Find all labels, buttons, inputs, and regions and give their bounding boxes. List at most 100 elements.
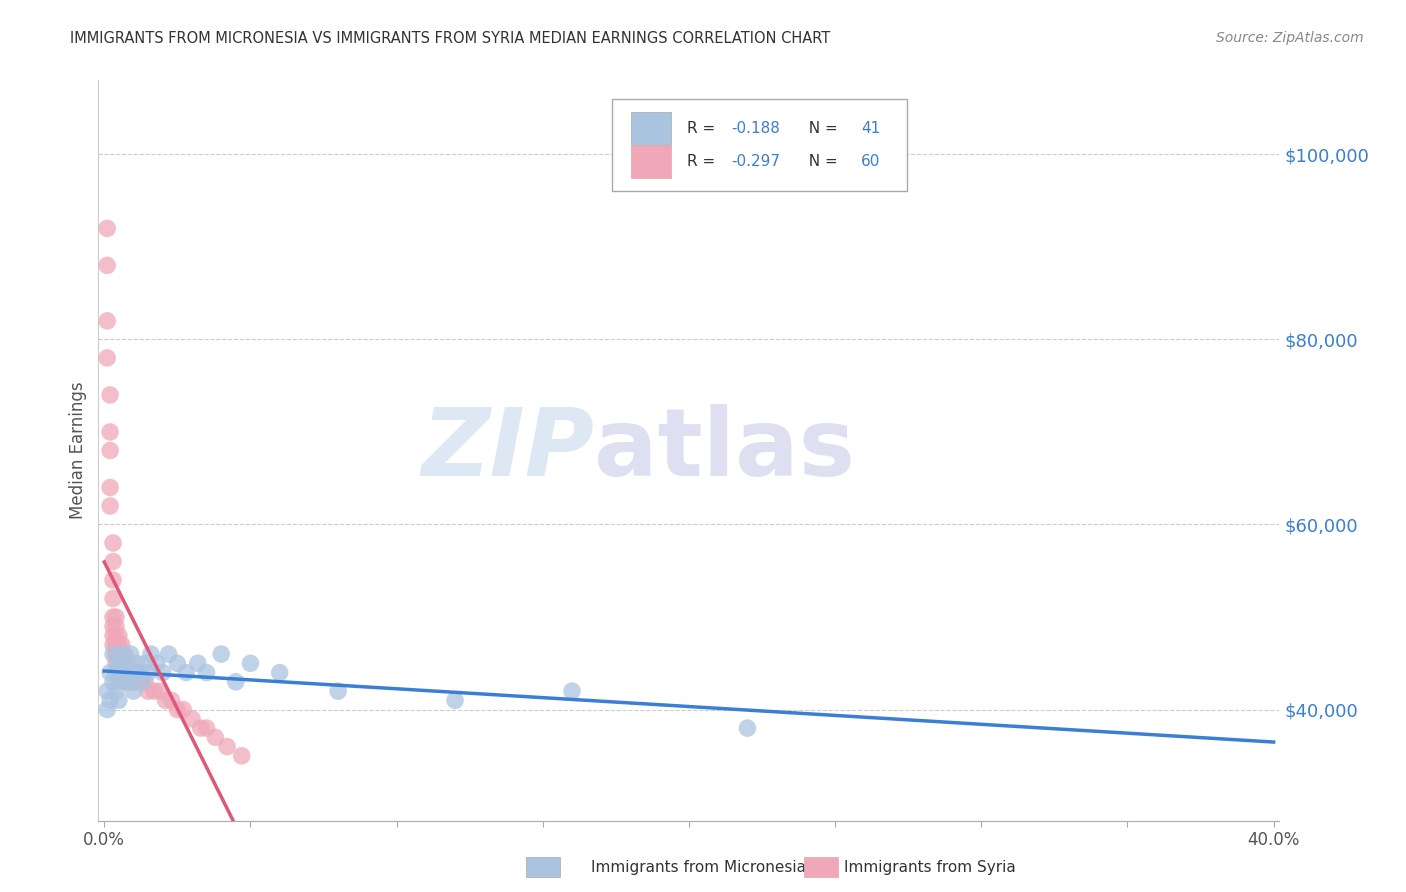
- Point: [195, 665, 218, 680]
- Point: [136, 684, 159, 698]
- Point: [120, 665, 142, 680]
- Point: [128, 665, 150, 680]
- Point: [108, 657, 131, 671]
- Point: [101, 647, 124, 661]
- Point: [96, 684, 118, 698]
- Point: [111, 647, 134, 661]
- Point: [96, 314, 118, 328]
- Point: [108, 647, 131, 661]
- Point: [104, 647, 127, 661]
- Point: [101, 536, 124, 550]
- Point: [152, 665, 174, 680]
- Point: [117, 657, 139, 671]
- Point: [157, 647, 180, 661]
- Point: [231, 748, 253, 763]
- Point: [104, 665, 127, 680]
- Point: [117, 674, 139, 689]
- Point: [108, 629, 131, 643]
- Point: [101, 619, 124, 633]
- Point: [166, 703, 188, 717]
- Point: [96, 221, 118, 235]
- Point: [239, 657, 262, 671]
- Point: [101, 674, 124, 689]
- Point: [104, 610, 127, 624]
- Point: [108, 674, 131, 689]
- Point: [269, 665, 291, 680]
- Point: [120, 647, 142, 661]
- Point: [225, 674, 247, 689]
- Point: [104, 638, 127, 652]
- Point: [114, 647, 136, 661]
- Point: [134, 674, 156, 689]
- Point: [149, 684, 172, 698]
- Point: [444, 693, 467, 707]
- Point: [98, 425, 121, 439]
- Point: [104, 657, 127, 671]
- Point: [96, 351, 118, 365]
- Y-axis label: Median Earnings: Median Earnings: [69, 382, 87, 519]
- Point: [108, 693, 131, 707]
- Point: [98, 499, 121, 513]
- Point: [215, 739, 238, 754]
- Point: [172, 703, 194, 717]
- Point: [125, 674, 148, 689]
- Text: N =: N =: [799, 121, 842, 136]
- Point: [96, 259, 118, 273]
- Point: [122, 665, 145, 680]
- Point: [125, 657, 148, 671]
- Point: [195, 721, 218, 735]
- Point: [122, 684, 145, 698]
- Point: [131, 674, 153, 689]
- Text: IMMIGRANTS FROM MICRONESIA VS IMMIGRANTS FROM SYRIA MEDIAN EARNINGS CORRELATION : IMMIGRANTS FROM MICRONESIA VS IMMIGRANTS…: [70, 31, 831, 46]
- Text: R =: R =: [686, 154, 720, 169]
- Point: [326, 684, 349, 698]
- Text: -0.188: -0.188: [731, 121, 780, 136]
- Point: [114, 665, 136, 680]
- Point: [101, 591, 124, 606]
- Point: [101, 554, 124, 569]
- FancyBboxPatch shape: [631, 145, 671, 178]
- Point: [101, 638, 124, 652]
- Text: Immigrants from Micronesia: Immigrants from Micronesia: [591, 860, 806, 874]
- Point: [187, 657, 209, 671]
- Point: [737, 721, 759, 735]
- Point: [114, 674, 136, 689]
- Point: [104, 647, 127, 661]
- Text: Immigrants from Syria: Immigrants from Syria: [844, 860, 1015, 874]
- Point: [134, 657, 156, 671]
- Point: [166, 657, 188, 671]
- Point: [120, 674, 142, 689]
- Point: [136, 665, 159, 680]
- Point: [108, 657, 131, 671]
- Point: [117, 665, 139, 680]
- Point: [114, 657, 136, 671]
- Point: [174, 665, 197, 680]
- Point: [108, 638, 131, 652]
- Point: [146, 657, 169, 671]
- Text: 60: 60: [862, 154, 880, 169]
- Point: [104, 629, 127, 643]
- Point: [131, 674, 153, 689]
- Point: [104, 684, 127, 698]
- Point: [98, 388, 121, 402]
- Text: -0.297: -0.297: [731, 154, 780, 169]
- Point: [101, 610, 124, 624]
- Point: [111, 657, 134, 671]
- Point: [181, 712, 204, 726]
- Point: [101, 573, 124, 587]
- Text: atlas: atlas: [595, 404, 855, 497]
- Point: [114, 657, 136, 671]
- Point: [204, 731, 226, 745]
- Text: N =: N =: [799, 154, 842, 169]
- Text: R =: R =: [686, 121, 720, 136]
- Point: [104, 638, 127, 652]
- Point: [101, 629, 124, 643]
- Point: [155, 693, 177, 707]
- Point: [160, 693, 183, 707]
- FancyBboxPatch shape: [631, 112, 671, 145]
- Point: [209, 647, 232, 661]
- Point: [561, 684, 583, 698]
- Point: [96, 703, 118, 717]
- FancyBboxPatch shape: [612, 99, 907, 191]
- Point: [98, 481, 121, 495]
